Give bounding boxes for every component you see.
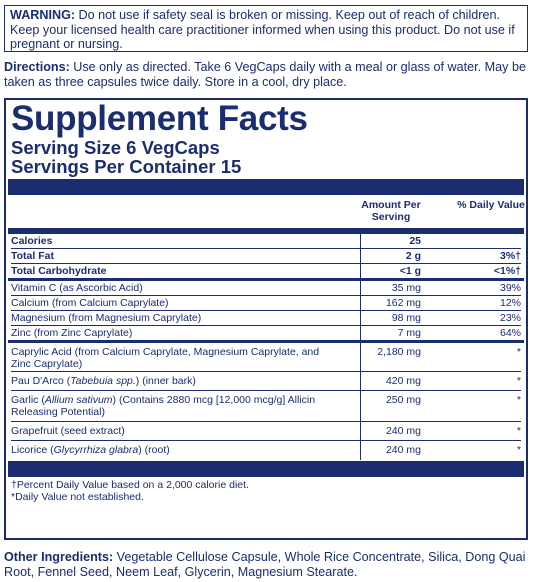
header-amount: Amount Per Serving [361, 199, 421, 223]
warning-box: WARNING: Do not use if safety seal is br… [4, 5, 528, 52]
table-row-licorice: Licorice (Glycyrrhiza glabra) (root) 240… [11, 441, 521, 460]
table-row-calcium: Calcium (from Calcium Caprylate) 162 mg … [11, 296, 521, 311]
table-row-magnesium: Magnesium (from Magnesium Caprylate) 98 … [11, 311, 521, 326]
table-row-calories: Calories 25 [11, 234, 521, 249]
other-ingredients: Other Ingredients: Vegetable Cellulose C… [4, 550, 532, 579]
directions-label: Directions: [4, 60, 70, 74]
directions: Directions: Use only as directed. Take 6… [4, 60, 530, 89]
footnote-dv-not-established: *Daily Value not established. [11, 491, 144, 503]
facts-title: Supplement Facts [11, 99, 308, 138]
divider-thick-bottom [8, 461, 524, 477]
table-row-garlic: Garlic (Allium sativum) (Contains 2880 m… [11, 391, 521, 422]
footnote-percent-dv: †Percent Daily Value based on a 2,000 ca… [11, 479, 249, 491]
warning-text: Do not use if safety seal is broken or m… [10, 8, 515, 51]
other-ingredients-label: Other Ingredients: [4, 550, 114, 564]
table-header: Amount Per Serving % Daily Value [11, 195, 525, 228]
divider-thick [8, 179, 524, 195]
directions-text: Use only as directed. Take 6 VegCaps dai… [4, 60, 526, 89]
warning-label: WARNING: [10, 8, 76, 22]
servings-per-container: Servings Per Container 15 [11, 156, 242, 177]
table-row-caprylic-acid: Caprylic Acid (from Calcium Caprylate, M… [11, 343, 521, 372]
table-row-grapefruit: Grapefruit (seed extract) 240 mg * [11, 422, 521, 441]
table-row-total-carbohydrate: Total Carbohydrate <1 g <1%† [11, 264, 521, 279]
table-row-total-fat: Total Fat 2 g 3%† [11, 249, 521, 264]
serving-size: Serving Size 6 VegCaps [11, 137, 220, 158]
divider-small [8, 340, 524, 343]
table-row-vitamin-c: Vitamin C (as Ascorbic Acid) 35 mg 39% [11, 281, 521, 296]
divider-medium [8, 228, 524, 234]
header-daily-value: % Daily Value [457, 199, 525, 211]
supplement-facts-panel: Supplement Facts Serving Size 6 VegCaps … [4, 98, 528, 540]
table-row-zinc: Zinc (from Zinc Caprylate) 7 mg 64% [11, 326, 521, 341]
divider-small [8, 278, 524, 281]
other-ingredients-text: Vegetable Cellulose Capsule, Whole Rice … [4, 550, 526, 579]
table-row-pau-darco: Pau D'Arco (Tabebuia spp.) (inner bark) … [11, 372, 521, 391]
